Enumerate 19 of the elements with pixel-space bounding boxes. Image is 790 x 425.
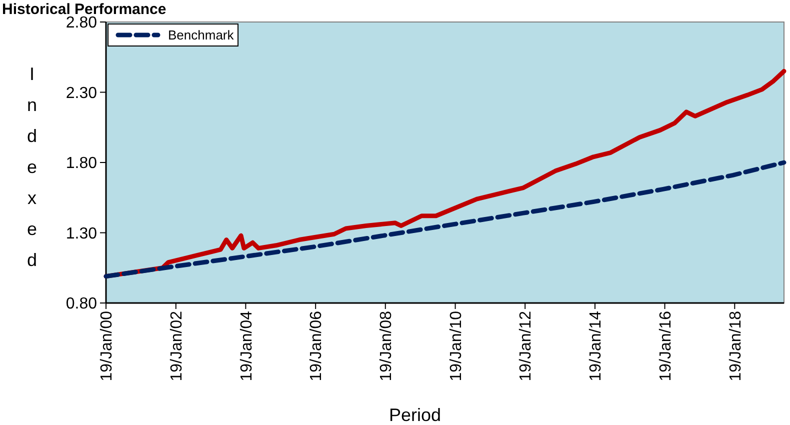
y-axis-title: Indexed	[26, 64, 38, 270]
y-tick-label: 1.30	[66, 225, 98, 242]
x-tick-label: 19/Jan/06	[308, 310, 326, 382]
x-tick-label: 19/Jan/04	[238, 310, 256, 382]
x-tick-label: 19/Jan/00	[98, 310, 116, 382]
x-tick-label: 19/Jan/14	[588, 310, 605, 382]
x-tick-label: 19/Jan/16	[657, 310, 674, 382]
x-axis-title: Period	[388, 405, 442, 425]
x-tick-label: 19/Jan/10	[448, 310, 465, 382]
x-tick-label: 19/Jan/02	[168, 310, 186, 382]
line-series	[104, 160, 786, 279]
y-tick-label: 2.80	[66, 14, 98, 32]
y-tick-label: 0.80	[66, 296, 98, 313]
x-tick-label: 19/Jan/08	[378, 310, 395, 382]
y-tick-label: 1.80	[66, 155, 98, 172]
x-tick-label: 19/Jan/18	[727, 310, 744, 382]
y-tick-label: 2.30	[66, 84, 98, 102]
x-tick-label: 19/Jan/12	[518, 310, 535, 382]
legend-label: Benchmark	[168, 28, 234, 43]
